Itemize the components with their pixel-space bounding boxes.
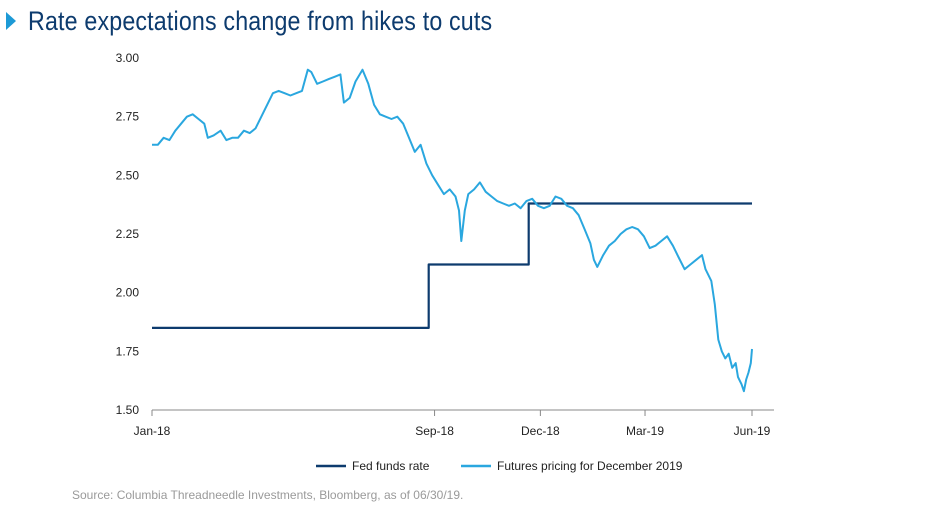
series-layer [152, 68, 753, 393]
x-tick-label: Dec-18 [521, 424, 560, 438]
x-tick-label: Jun-19 [734, 424, 771, 438]
x-tick-label: Jan-18 [134, 424, 171, 438]
axes: 3.00 2.75 2.50 2.25 2.00 1.75 1.50 Jan-18 Sep-18… [116, 51, 774, 438]
x-tick-label: Mar-19 [626, 424, 664, 438]
y-tick-label: 2.00 [116, 286, 140, 300]
futures-pricing-line [152, 68, 753, 393]
fed-funds-rate-line [152, 202, 752, 329]
legend: Fed funds rate Futures pricing for Decemb… [316, 459, 683, 473]
y-tick-label: 2.75 [116, 110, 140, 124]
legend-label-futures: Futures pricing for December 2019 [497, 459, 683, 473]
y-tick-label: 2.25 [116, 227, 140, 241]
title-row: Rate expectations change from hikes to c… [6, 4, 568, 38]
source-note: Source: Columbia Threadneedle Investment… [72, 488, 464, 502]
y-tick-label: 3.00 [116, 51, 140, 65]
legend-label-fed-funds: Fed funds rate [352, 459, 430, 473]
x-tick-label: Sep-18 [415, 424, 454, 438]
y-tick-label: 2.50 [116, 168, 140, 182]
chart-title: Rate expectations change from hikes to c… [28, 5, 493, 36]
title-marker-icon [6, 12, 16, 30]
y-tick-label: 1.50 [116, 403, 140, 417]
y-tick-label: 1.75 [116, 344, 140, 358]
